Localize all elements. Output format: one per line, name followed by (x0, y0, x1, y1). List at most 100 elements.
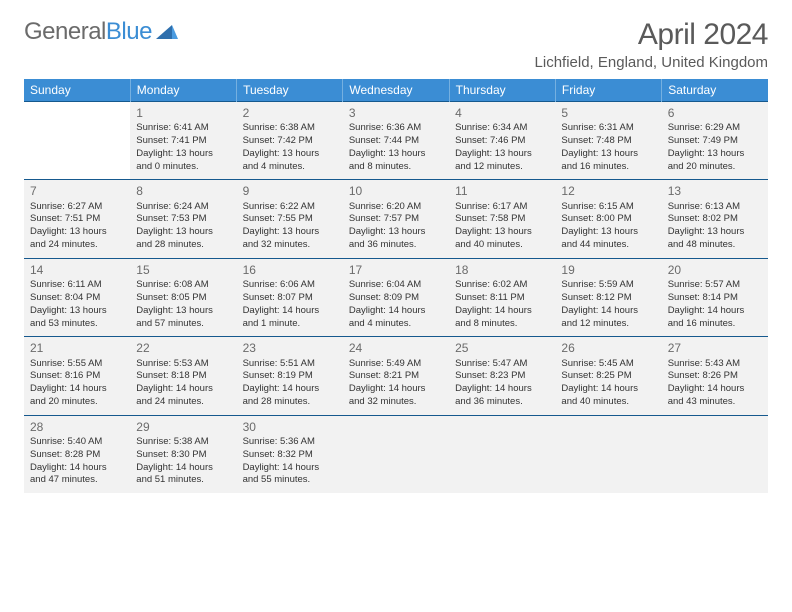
week-row: 1Sunrise: 6:41 AMSunset: 7:41 PMDaylight… (24, 102, 768, 180)
daylight-text: Daylight: 13 hours (243, 226, 337, 239)
month-title: April 2024 (535, 18, 768, 52)
day-cell: 14Sunrise: 6:11 AMSunset: 8:04 PMDayligh… (24, 258, 130, 336)
daylight-text: and 0 minutes. (136, 161, 230, 174)
daylight-text: and 57 minutes. (136, 318, 230, 331)
day-number: 18 (455, 262, 549, 278)
day-cell (449, 415, 555, 493)
day-number: 5 (561, 105, 655, 121)
sunrise-text: Sunrise: 5:49 AM (349, 358, 443, 371)
daylight-text: Daylight: 14 hours (30, 383, 124, 396)
day-cell: 6Sunrise: 6:29 AMSunset: 7:49 PMDaylight… (662, 102, 768, 180)
sunset-text: Sunset: 8:25 PM (561, 370, 655, 383)
sunset-text: Sunset: 8:18 PM (136, 370, 230, 383)
calendar-table: SundayMondayTuesdayWednesdayThursdayFrid… (24, 79, 768, 493)
logo-word1: General (24, 18, 106, 45)
day-cell: 28Sunrise: 5:40 AMSunset: 8:28 PMDayligh… (24, 415, 130, 493)
day-number: 11 (455, 183, 549, 199)
daylight-text: and 47 minutes. (30, 474, 124, 487)
daylight-text: and 16 minutes. (561, 161, 655, 174)
sunset-text: Sunset: 8:16 PM (30, 370, 124, 383)
sunrise-text: Sunrise: 6:11 AM (30, 279, 124, 292)
sunset-text: Sunset: 8:14 PM (668, 292, 762, 305)
daylight-text: Daylight: 14 hours (561, 383, 655, 396)
sunset-text: Sunset: 7:46 PM (455, 135, 549, 148)
daylight-text: Daylight: 13 hours (349, 148, 443, 161)
location-text: Lichfield, England, United Kingdom (535, 54, 768, 71)
daylight-text: and 28 minutes. (243, 396, 337, 409)
daylight-text: and 51 minutes. (136, 474, 230, 487)
week-row: 7Sunrise: 6:27 AMSunset: 7:51 PMDaylight… (24, 180, 768, 258)
day-cell: 25Sunrise: 5:47 AMSunset: 8:23 PMDayligh… (449, 337, 555, 415)
daylight-text: and 20 minutes. (668, 161, 762, 174)
daylight-text: Daylight: 14 hours (243, 305, 337, 318)
day-cell: 7Sunrise: 6:27 AMSunset: 7:51 PMDaylight… (24, 180, 130, 258)
sunrise-text: Sunrise: 5:55 AM (30, 358, 124, 371)
week-row: 21Sunrise: 5:55 AMSunset: 8:16 PMDayligh… (24, 337, 768, 415)
sunrise-text: Sunrise: 6:06 AM (243, 279, 337, 292)
day-cell: 4Sunrise: 6:34 AMSunset: 7:46 PMDaylight… (449, 102, 555, 180)
sunset-text: Sunset: 8:26 PM (668, 370, 762, 383)
daylight-text: Daylight: 13 hours (349, 226, 443, 239)
day-cell: 20Sunrise: 5:57 AMSunset: 8:14 PMDayligh… (662, 258, 768, 336)
daylight-text: and 32 minutes. (349, 396, 443, 409)
day-header: Sunday (24, 79, 130, 102)
daylight-text: and 24 minutes. (30, 239, 124, 252)
daylight-text: Daylight: 13 hours (243, 148, 337, 161)
logo-triangle-icon (156, 25, 178, 39)
week-row: 28Sunrise: 5:40 AMSunset: 8:28 PMDayligh… (24, 415, 768, 493)
daylight-text: and 43 minutes. (668, 396, 762, 409)
day-header: Saturday (662, 79, 768, 102)
day-cell (662, 415, 768, 493)
daylight-text: Daylight: 13 hours (136, 148, 230, 161)
sunset-text: Sunset: 8:05 PM (136, 292, 230, 305)
sunrise-text: Sunrise: 5:43 AM (668, 358, 762, 371)
sunset-text: Sunset: 8:04 PM (30, 292, 124, 305)
daylight-text: Daylight: 13 hours (668, 226, 762, 239)
daylight-text: and 4 minutes. (349, 318, 443, 331)
sunset-text: Sunset: 8:00 PM (561, 213, 655, 226)
daylight-text: and 55 minutes. (243, 474, 337, 487)
sunrise-text: Sunrise: 6:31 AM (561, 122, 655, 135)
daylight-text: and 4 minutes. (243, 161, 337, 174)
sunrise-text: Sunrise: 6:41 AM (136, 122, 230, 135)
sunset-text: Sunset: 8:30 PM (136, 449, 230, 462)
sunset-text: Sunset: 8:19 PM (243, 370, 337, 383)
day-header: Tuesday (237, 79, 343, 102)
day-number: 17 (349, 262, 443, 278)
day-cell: 3Sunrise: 6:36 AMSunset: 7:44 PMDaylight… (343, 102, 449, 180)
day-cell: 12Sunrise: 6:15 AMSunset: 8:00 PMDayligh… (555, 180, 661, 258)
day-number: 20 (668, 262, 762, 278)
day-number: 4 (455, 105, 549, 121)
day-number: 2 (243, 105, 337, 121)
title-block: April 2024 Lichfield, England, United Ki… (535, 18, 768, 71)
sunset-text: Sunset: 8:32 PM (243, 449, 337, 462)
logo: GeneralBlue (24, 18, 178, 46)
logo-text: GeneralBlue (24, 18, 152, 46)
daylight-text: and 16 minutes. (668, 318, 762, 331)
sunrise-text: Sunrise: 5:40 AM (30, 436, 124, 449)
sunset-text: Sunset: 8:21 PM (349, 370, 443, 383)
daylight-text: and 48 minutes. (668, 239, 762, 252)
day-cell: 2Sunrise: 6:38 AMSunset: 7:42 PMDaylight… (237, 102, 343, 180)
sunset-text: Sunset: 7:57 PM (349, 213, 443, 226)
sunset-text: Sunset: 7:58 PM (455, 213, 549, 226)
day-cell: 21Sunrise: 5:55 AMSunset: 8:16 PMDayligh… (24, 337, 130, 415)
day-number: 24 (349, 340, 443, 356)
day-header: Friday (555, 79, 661, 102)
day-number: 30 (243, 419, 337, 435)
day-cell: 24Sunrise: 5:49 AMSunset: 8:21 PMDayligh… (343, 337, 449, 415)
daylight-text: Daylight: 13 hours (30, 226, 124, 239)
day-cell: 17Sunrise: 6:04 AMSunset: 8:09 PMDayligh… (343, 258, 449, 336)
sunrise-text: Sunrise: 6:04 AM (349, 279, 443, 292)
daylight-text: Daylight: 13 hours (455, 226, 549, 239)
day-number: 8 (136, 183, 230, 199)
day-cell: 11Sunrise: 6:17 AMSunset: 7:58 PMDayligh… (449, 180, 555, 258)
daylight-text: and 40 minutes. (561, 396, 655, 409)
day-number: 14 (30, 262, 124, 278)
sunrise-text: Sunrise: 5:36 AM (243, 436, 337, 449)
daylight-text: Daylight: 14 hours (243, 383, 337, 396)
calendar-head: SundayMondayTuesdayWednesdayThursdayFrid… (24, 79, 768, 102)
daylight-text: Daylight: 13 hours (136, 226, 230, 239)
week-row: 14Sunrise: 6:11 AMSunset: 8:04 PM Dayligh… (24, 258, 768, 336)
daylight-text: Daylight: 13 hours (136, 305, 230, 318)
